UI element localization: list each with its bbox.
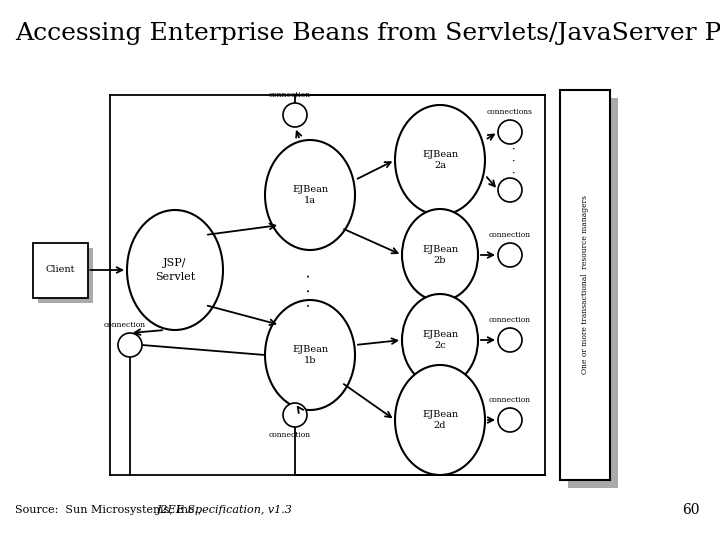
- Circle shape: [498, 178, 522, 202]
- Ellipse shape: [127, 210, 223, 330]
- Circle shape: [498, 243, 522, 267]
- Text: EJBean
2c: EJBean 2c: [422, 329, 458, 350]
- Text: J2EE Specification, v1.3: J2EE Specification, v1.3: [157, 505, 293, 515]
- Text: ·  ·  ·: · · ·: [303, 273, 317, 317]
- Text: EJBean
1b: EJBean 1b: [292, 345, 328, 366]
- Text: 60: 60: [683, 503, 700, 517]
- Text: One or more transactional  resource managers: One or more transactional resource manag…: [581, 195, 589, 375]
- Text: connection: connection: [489, 231, 531, 239]
- Text: EJBean
1a: EJBean 1a: [292, 185, 328, 205]
- Bar: [568, 98, 618, 488]
- Ellipse shape: [395, 105, 485, 215]
- Circle shape: [283, 103, 307, 127]
- Text: JSP/
Servlet: JSP/ Servlet: [155, 259, 195, 281]
- Text: connection: connection: [489, 396, 531, 404]
- Text: Accessing Enterprise Beans from Servlets/JavaServer Pages: Accessing Enterprise Beans from Servlets…: [15, 22, 720, 45]
- Circle shape: [283, 403, 307, 427]
- Text: Client: Client: [45, 266, 75, 274]
- Text: connection: connection: [489, 316, 531, 324]
- Text: ·
  ·
  ·: · · ·: [505, 145, 516, 179]
- Circle shape: [118, 333, 142, 357]
- Text: connection: connection: [269, 91, 311, 99]
- Ellipse shape: [265, 300, 355, 410]
- Text: connections: connections: [487, 108, 533, 116]
- Text: EJBean
2d: EJBean 2d: [422, 410, 458, 430]
- Text: connection: connection: [104, 321, 146, 329]
- Circle shape: [498, 120, 522, 144]
- Ellipse shape: [402, 294, 478, 386]
- Circle shape: [498, 408, 522, 432]
- Circle shape: [498, 328, 522, 352]
- Ellipse shape: [402, 209, 478, 301]
- Text: connection: connection: [269, 431, 311, 439]
- Text: EJBean
2a: EJBean 2a: [422, 150, 458, 171]
- Bar: [560, 90, 610, 480]
- Text: Source:  Sun Microsystems, Inc.,: Source: Sun Microsystems, Inc.,: [15, 505, 205, 515]
- Text: EJBean
2b: EJBean 2b: [422, 245, 458, 265]
- Bar: [32, 242, 88, 298]
- Bar: [37, 247, 92, 302]
- Ellipse shape: [265, 140, 355, 250]
- Ellipse shape: [395, 365, 485, 475]
